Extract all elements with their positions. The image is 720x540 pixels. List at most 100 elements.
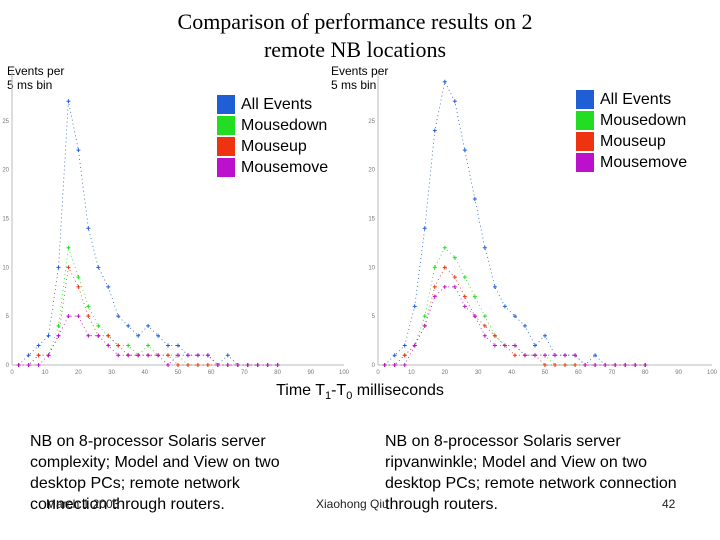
legend-swatch (576, 90, 594, 109)
x-tick-label: 80 (274, 370, 281, 376)
legend-swatch (217, 95, 235, 114)
xlabel-sub-1: 1 (324, 390, 332, 403)
data-point (543, 363, 547, 367)
y-tick-label: 25 (2, 119, 9, 125)
slide-title: Comparison of performance results on 2 r… (100, 8, 610, 64)
y-tick-label: 20 (368, 168, 375, 174)
data-point (452, 275, 457, 280)
x-tick-label: 70 (241, 370, 248, 376)
data-point (412, 343, 417, 348)
data-point (56, 323, 61, 328)
data-point (462, 275, 467, 280)
data-point (432, 128, 437, 133)
data-point (643, 363, 648, 367)
legend-item-mousemove: Mousemove (217, 157, 328, 178)
legend-item-all-events: All Events (576, 89, 687, 110)
data-point (422, 323, 427, 328)
data-point (46, 353, 51, 358)
data-point (573, 353, 578, 358)
left-legend: All Events Mousedown Mouseup Mousemove (217, 94, 328, 178)
data-point (86, 333, 91, 338)
left-plot: 0 5 10 15 20 25 0 10 20 30 40 50 60 70 80 90 100 (2, 72, 350, 376)
data-point (593, 363, 598, 367)
data-point (235, 363, 240, 367)
legend-label: All Events (600, 91, 672, 108)
title-line-2: remote NB locations (263, 37, 447, 62)
y-tick-label: 10 (2, 265, 9, 271)
x-tick-label: 40 (141, 370, 148, 376)
data-point (442, 284, 447, 289)
y-tick-label: 25 (368, 119, 375, 125)
data-point (56, 333, 61, 338)
xlabel-prefix: Time T (276, 382, 325, 399)
data-point (245, 363, 250, 367)
data-point (402, 363, 407, 367)
x-tick-label: 0 (376, 370, 380, 376)
data-point (583, 363, 588, 367)
data-point (442, 265, 447, 270)
data-point (16, 363, 21, 367)
legend-item-mousedown: Mousedown (217, 115, 328, 136)
data-point (502, 343, 507, 348)
data-point (136, 353, 141, 358)
data-point (623, 363, 628, 367)
data-point (46, 333, 51, 338)
y-tick-label: 0 (372, 363, 376, 369)
x-tick-label: 90 (675, 370, 682, 376)
data-point (116, 343, 121, 348)
legend-item-all-events: All Events (217, 94, 328, 115)
x-tick-label: 20 (75, 370, 82, 376)
right-ylabel-line-1: Events per (331, 64, 389, 78)
data-point (633, 363, 638, 367)
series-line (18, 265, 278, 366)
data-point (156, 333, 161, 338)
data-point (522, 323, 527, 328)
data-point (86, 226, 91, 231)
data-point (86, 314, 91, 319)
right-ylabel: Events per 5 ms bin (331, 64, 388, 92)
data-point (166, 343, 171, 348)
data-point (36, 363, 41, 367)
data-point (422, 314, 427, 319)
data-point (146, 343, 151, 348)
legend-label: Mouseup (600, 133, 666, 150)
xlabel-suffix: milliseconds (352, 382, 444, 399)
y-tick-label: 10 (368, 265, 375, 271)
data-point (275, 363, 280, 367)
data-point (462, 304, 467, 309)
data-point (86, 304, 91, 309)
footer-date: March 1 2003 (46, 497, 120, 511)
data-point (573, 363, 578, 367)
data-point (176, 363, 180, 367)
data-point (116, 353, 121, 358)
legend-swatch (217, 116, 235, 135)
caption-left: NB on 8-processor Solaris server complex… (30, 433, 280, 513)
x-tick-label: 20 (441, 370, 448, 376)
x-tick-label: 50 (175, 370, 182, 376)
data-point (472, 196, 477, 201)
legend-label: All Events (241, 96, 313, 113)
data-point (452, 255, 457, 260)
data-point (76, 314, 81, 319)
data-point (402, 353, 407, 358)
data-point (195, 353, 200, 358)
data-point (382, 363, 387, 367)
data-point (512, 314, 517, 319)
x-tick-label: 80 (642, 370, 649, 376)
left-ylabel-line-2: 5 ms bin (7, 78, 53, 92)
x-tick-label: 0 (10, 370, 14, 376)
data-point (412, 304, 417, 309)
data-point (76, 284, 81, 289)
data-point (215, 363, 220, 367)
data-point (392, 353, 397, 358)
legend-label: Mouseup (241, 138, 307, 155)
legend-swatch (576, 132, 594, 151)
legend-swatch (576, 111, 594, 130)
data-point (56, 265, 61, 270)
data-point (26, 363, 31, 367)
data-point (512, 343, 517, 348)
data-point (492, 343, 497, 348)
data-point (225, 363, 230, 367)
right-plot: 0 5 10 15 20 25 0 10 20 30 40 50 60 70 80 90 100 (368, 72, 718, 376)
data-point (472, 314, 477, 319)
